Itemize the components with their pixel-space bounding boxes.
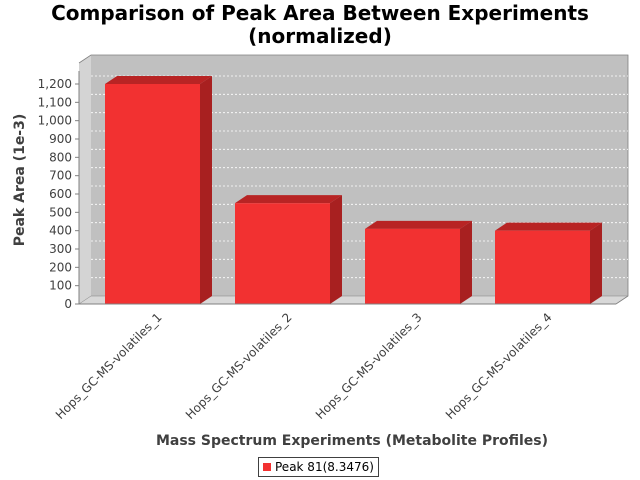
y-tick-label: 100: [49, 279, 72, 293]
y-tick-label: 900: [49, 132, 72, 146]
legend: Peak 81(8.3476): [258, 457, 379, 477]
bar-side: [200, 76, 212, 304]
y-tick-label: 0: [64, 297, 72, 311]
bar-front: [365, 228, 460, 304]
legend-swatch: [263, 463, 271, 471]
y-tick-labels: 0 100 200 300 400 500 600 700 800 900 1,000 1,100 1,…: [38, 77, 72, 311]
chart-title-line1: Comparison of Peak Area Between Experime…: [51, 1, 589, 25]
bar-front: [235, 203, 330, 304]
plot-side-wall: [79, 55, 91, 304]
y-tick-label: 700: [49, 169, 72, 183]
bar-top: [235, 195, 342, 204]
bar-side: [460, 220, 472, 304]
y-tick-label: 200: [49, 260, 72, 274]
bar-top: [495, 222, 602, 231]
bar-front: [495, 230, 590, 304]
bar-top: [105, 76, 212, 84]
bar: [105, 76, 212, 304]
bar: [235, 195, 342, 304]
x-tick-label: Hops_GC-MS-volatiles_2: [183, 310, 295, 422]
chart-title: Comparison of Peak Area Between Experime…: [0, 2, 640, 48]
y-tick-label: 1,000: [38, 114, 72, 128]
y-tick-label: 300: [49, 242, 72, 256]
bar-top: [365, 220, 472, 229]
bar-side: [330, 195, 342, 304]
bar-front: [105, 84, 200, 304]
y-tick-label: 600: [49, 187, 72, 201]
y-tick-label: 500: [49, 205, 72, 219]
x-tick-label: Hops_GC-MS-volatiles_1: [53, 310, 165, 422]
y-tick-label: 400: [49, 224, 72, 238]
bar: [365, 220, 472, 304]
y-tick-label: 1,100: [38, 95, 72, 109]
chart-title-line2: (normalized): [248, 24, 392, 48]
axes: [75, 71, 616, 305]
bar: [495, 222, 602, 304]
x-tick-label: Hops_GC-MS-volatiles_4: [443, 310, 555, 422]
bar-side: [590, 222, 602, 304]
x-tick-label: Hops_GC-MS-volatiles_3: [313, 310, 425, 422]
y-axis-label: Peak Area (1e-3): [12, 114, 28, 247]
y-tick-label: 1,200: [38, 77, 72, 91]
x-axis-label: Mass Spectrum Experiments (Metabolite Pr…: [156, 433, 548, 449]
legend-label: Peak 81(8.3476): [275, 460, 374, 474]
x-tick-labels: Hops_GC-MS-volatiles_1 Hops_GC-MS-volatil…: [53, 310, 555, 422]
plot-outline: [78, 54, 629, 305]
bars: [105, 76, 602, 304]
y-tick-label: 800: [49, 150, 72, 164]
